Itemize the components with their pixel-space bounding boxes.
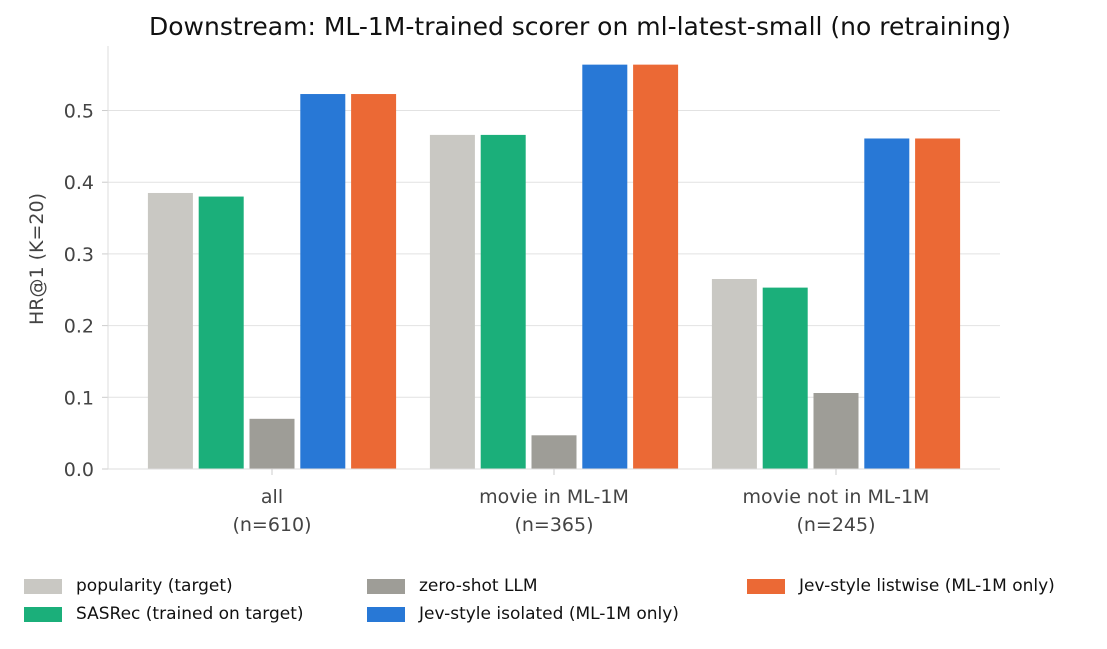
legend-swatch: [367, 606, 405, 622]
bar-3-1: [582, 64, 628, 469]
chart-title: Downstream: ML-1M-trained scorer on ml-l…: [149, 12, 1011, 41]
gridlines: [102, 110, 1000, 470]
bar-1-2: [762, 287, 808, 469]
category-label: movie in ML-1M: [479, 486, 629, 508]
legend-item: zero-shot LLM: [367, 574, 538, 598]
category-label: movie not in ML-1M: [743, 486, 930, 508]
bar-3-2: [864, 138, 910, 469]
bar-2-0: [249, 418, 295, 469]
y-tick-label: 0.0: [64, 459, 94, 481]
legend: popularity (target) SASRec (trained on ta…: [24, 574, 1104, 634]
category-label: all: [261, 486, 283, 508]
y-tick-label: 0.3: [64, 244, 94, 266]
bar-2-2: [813, 393, 859, 469]
y-axis-title: HR@1 (K=20): [26, 193, 48, 325]
bar-0-1: [429, 134, 475, 470]
y-tick-label: 0.5: [64, 101, 94, 123]
y-tick-label: 0.4: [64, 172, 94, 194]
legend-item: popularity (target): [24, 574, 233, 598]
legend-swatch: [24, 606, 62, 622]
legend-item: Jev-style listwise (ML-1M only): [747, 574, 1055, 598]
bar-2-1: [531, 435, 577, 469]
category-label: (n=245): [796, 514, 875, 536]
bar-4-1: [633, 64, 679, 469]
legend-item: SASRec (trained on target): [24, 602, 304, 626]
legend-swatch: [747, 578, 785, 594]
bar-0-0: [147, 192, 193, 469]
category-label: (n=365): [514, 514, 593, 536]
legend-swatch: [367, 578, 405, 594]
y-tick-label: 0.2: [64, 316, 94, 338]
bar-1-0: [198, 196, 244, 469]
y-tick-labels: 0.0 0.1 0.2 0.3 0.4 0.5: [64, 101, 94, 481]
y-tick-label: 0.1: [64, 387, 94, 409]
category-label: (n=610): [232, 514, 311, 536]
bar-1-1: [480, 134, 526, 470]
bar-0-2: [711, 279, 757, 469]
legend-label: zero-shot LLM: [419, 576, 538, 596]
bar-4-2: [915, 138, 961, 469]
legend-label: Jev-style listwise (ML-1M only): [799, 576, 1055, 596]
legend-item: Jev-style isolated (ML-1M only): [367, 602, 679, 626]
bar-3-0: [300, 94, 346, 470]
bars: [147, 64, 961, 470]
legend-label: popularity (target): [76, 576, 233, 596]
legend-swatch: [24, 578, 62, 594]
bar-4-0: [351, 94, 397, 470]
legend-label: Jev-style isolated (ML-1M only): [419, 604, 679, 624]
category-labels: all (n=610) movie in ML-1M (n=365) movie not…: [232, 469, 929, 536]
legend-label: SASRec (trained on target): [76, 604, 304, 624]
